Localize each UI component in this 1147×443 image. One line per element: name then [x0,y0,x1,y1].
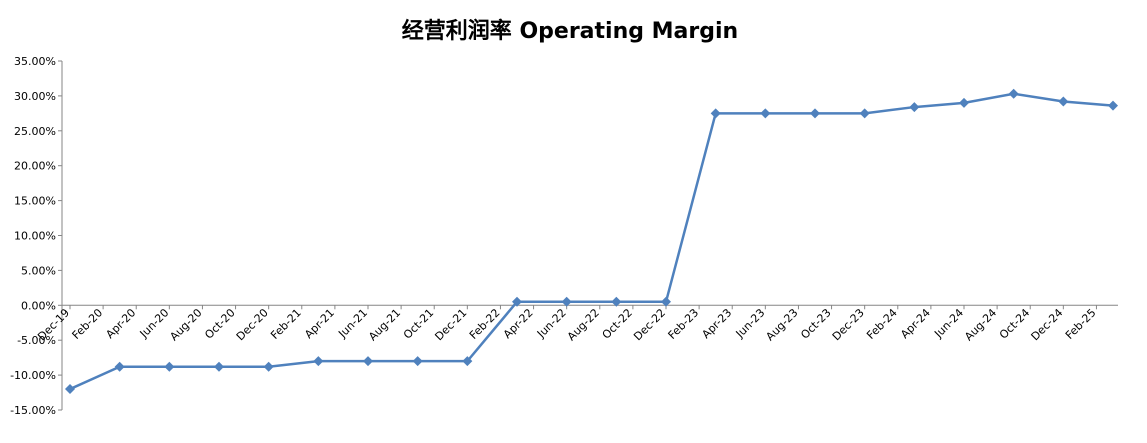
y-tick-label: 20.00% [14,160,56,173]
x-tick-label: Feb-21 [268,306,304,342]
y-tick-label: 0.00% [21,299,56,312]
data-point [1108,100,1118,111]
data-point [164,361,175,372]
data-point [263,361,274,372]
x-tick-label: Apr-22 [501,306,536,341]
x-tick-label: Oct-21 [401,306,436,341]
x-tick-label: Jun-21 [335,306,370,341]
data-point [363,356,373,367]
x-tick-label: Dec-23 [830,306,867,343]
data-point [859,108,870,119]
x-tick-label: Jun-24 [931,306,966,341]
x-tick-label: Jun-22 [534,306,569,341]
data-point [512,296,522,307]
data-point [1058,96,1069,107]
x-tick-label: Oct-20 [202,306,237,341]
data-point [760,108,771,119]
data-point [1008,88,1019,99]
data-point [661,296,671,307]
data-point [114,361,125,372]
x-tick-label: Aug-24 [962,306,999,343]
x-tick-label: Oct-23 [798,306,833,341]
x-tick-label: Feb-23 [666,306,702,342]
y-tick-label: 5.00% [21,264,56,277]
data-point [214,361,224,372]
x-tick-label: Jun-20 [137,306,172,341]
x-tick-label: Apr-23 [699,306,734,341]
y-tick-label: -15.00% [10,404,56,417]
x-tick-label: Apr-20 [103,306,138,341]
data-point [412,356,423,367]
y-tick-label: 15.00% [14,195,56,208]
data-point [65,384,75,395]
x-tick-label: Oct-22 [600,306,635,341]
y-tick-label: -10.00% [10,369,56,382]
y-tick-label: 30.00% [14,90,56,103]
y-tick-label: 10.00% [14,230,56,243]
x-tick-label: Dec-20 [234,306,271,343]
series-line [69,92,1114,391]
x-tick-label: Dec-24 [1028,306,1065,343]
x-tick-label: Aug-20 [167,306,204,343]
data-point [710,108,721,119]
x-tick-label: Apr-21 [302,306,337,341]
data-point [313,356,324,367]
x-tick-label: Jun-23 [733,306,768,341]
x-tick-label: Aug-23 [763,306,800,343]
x-tick-label: Aug-21 [366,306,403,343]
x-tick-label: Apr-24 [898,306,933,341]
x-tick-label: Feb-20 [70,306,106,342]
x-tick-label: Dec-21 [432,306,469,343]
x-tick-label: Feb-24 [864,306,900,342]
y-tick-label: -5.00% [17,334,56,347]
x-tick-label: Oct-24 [997,306,1032,341]
y-tick-label: 35.00% [14,55,56,68]
x-tick-label: Aug-22 [565,306,602,343]
y-tick-label: 25.00% [14,125,56,138]
data-point [959,97,969,108]
x-tick-label: Dec-22 [631,306,668,343]
data-point [462,356,473,367]
data-point [611,296,622,307]
data-point [810,108,820,119]
chart-title: 经营利润率 Operating Margin [402,18,738,44]
x-tick-label: Feb-25 [1063,306,1099,342]
data-point [909,102,920,113]
data-point [561,296,572,307]
